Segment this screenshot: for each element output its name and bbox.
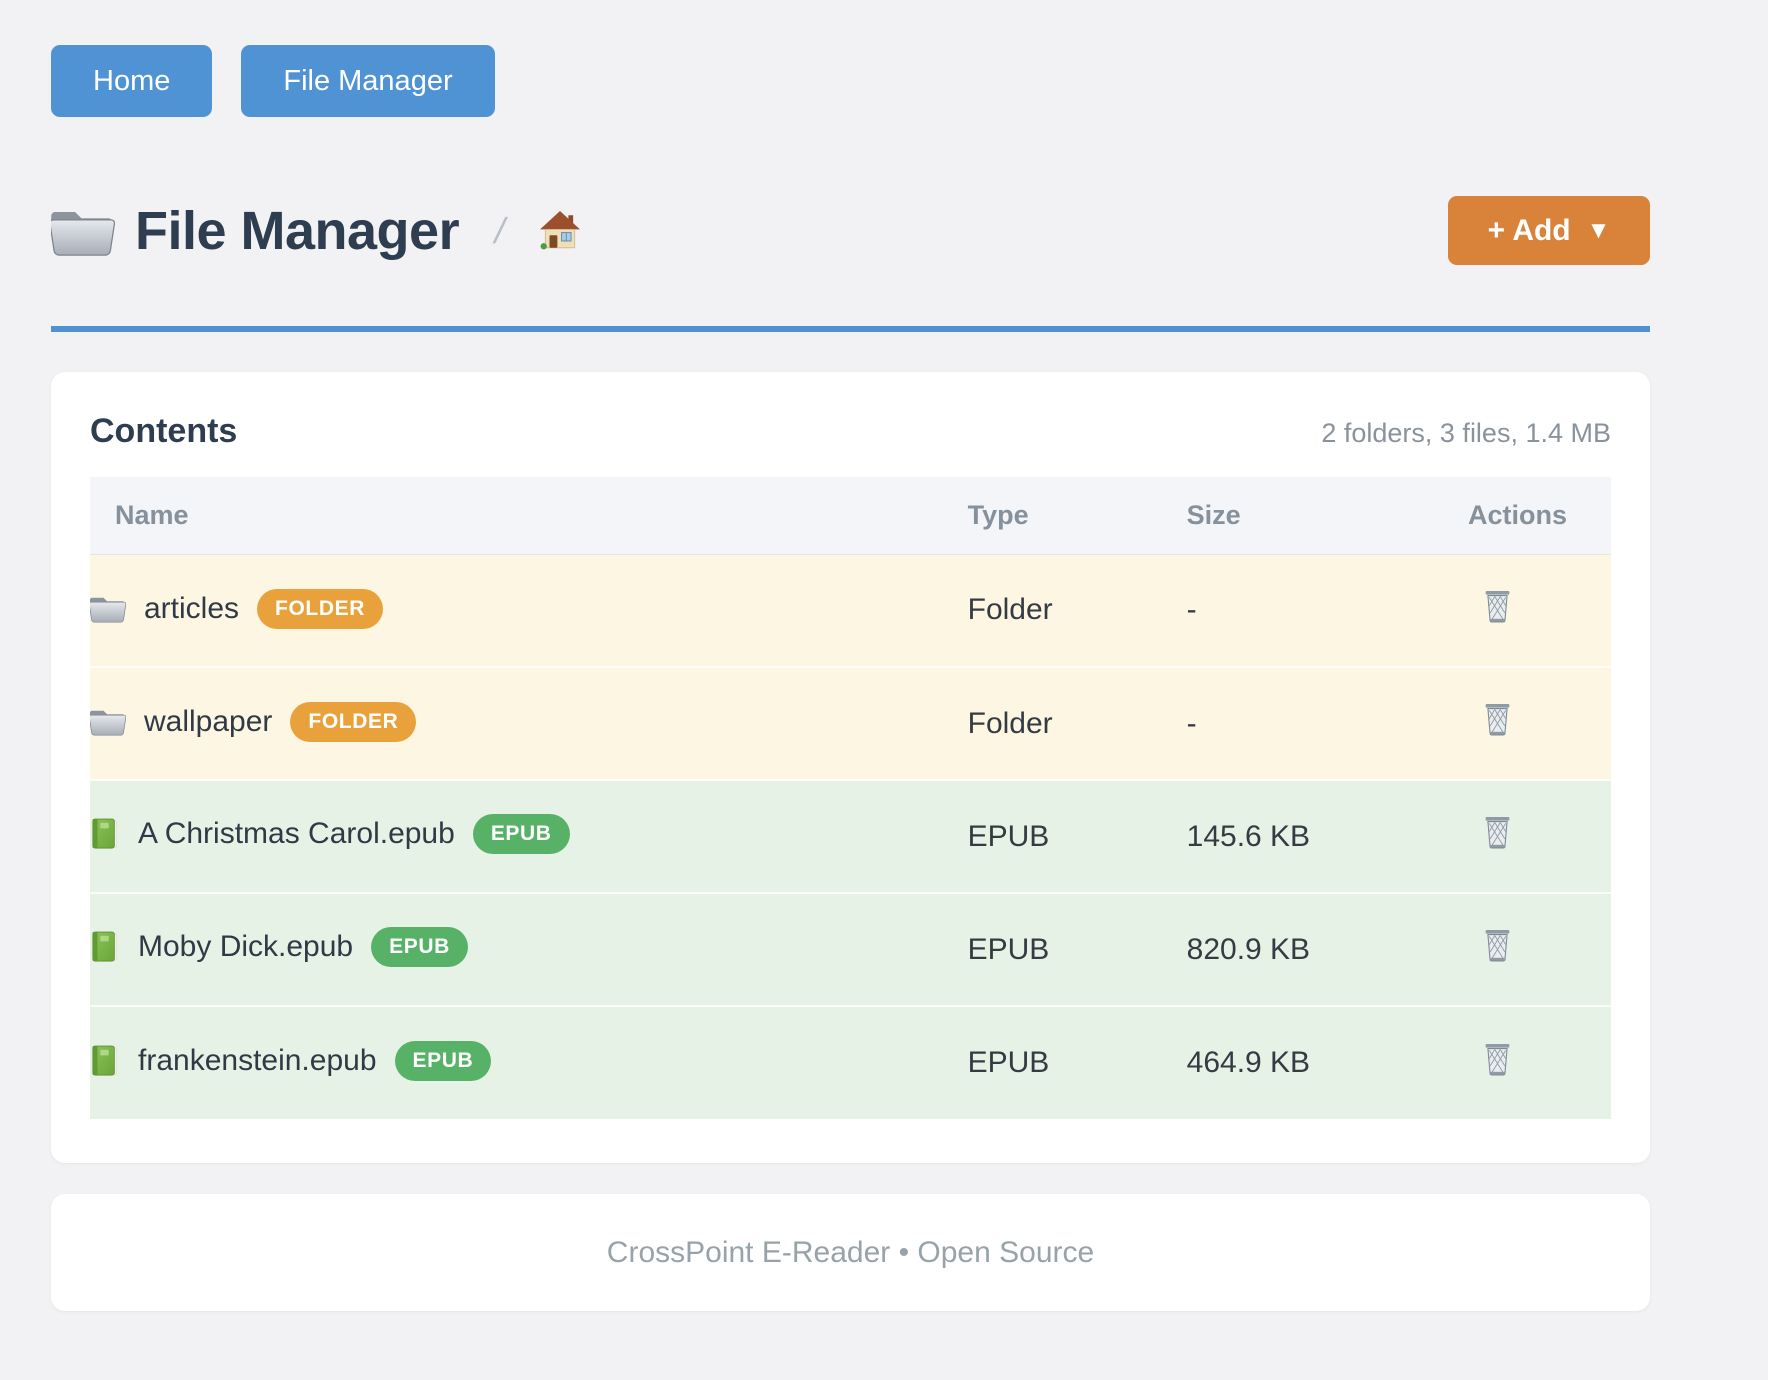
- home-icon: [539, 210, 581, 252]
- file-type-badge: EPUB: [473, 814, 570, 854]
- file-name: wallpaper: [144, 705, 272, 739]
- contents-card: Contents 2 folders, 3 files, 1.4 MB Name…: [51, 372, 1650, 1163]
- folder-icon: [90, 593, 126, 624]
- trash-icon: [1482, 1041, 1513, 1078]
- delete-button[interactable]: [1482, 814, 1513, 851]
- page-title-text: File Manager: [135, 200, 459, 262]
- trash-icon: [1482, 588, 1513, 625]
- file-type: EPUB: [968, 780, 1187, 893]
- footer-text: CrossPoint E-Reader • Open Source: [607, 1236, 1094, 1270]
- table-header-row: Name Type Size Actions: [90, 477, 1611, 554]
- folder-icon: [90, 706, 126, 737]
- file-link[interactable]: A Christmas Carol.epub EPUB: [90, 814, 570, 854]
- contents-table-body: articles FOLDER Folder - wallpaper: [90, 554, 1611, 1119]
- breadcrumb-home-link[interactable]: [539, 210, 581, 252]
- file-type-badge: EPUB: [395, 1041, 492, 1081]
- trash-icon: [1482, 927, 1513, 964]
- file-size: 145.6 KB: [1187, 780, 1468, 893]
- file-type-badge: FOLDER: [257, 589, 383, 629]
- home-button[interactable]: Home: [51, 45, 212, 117]
- file-size: -: [1187, 667, 1468, 780]
- table-row: articles FOLDER Folder -: [90, 554, 1611, 667]
- file-table: Name Type Size Actions articles FOLDER F…: [90, 477, 1611, 1119]
- file-type-badge: FOLDER: [290, 702, 416, 742]
- file-type: EPUB: [968, 893, 1187, 1006]
- table-row: wallpaper FOLDER Folder -: [90, 667, 1611, 780]
- file-name: A Christmas Carol.epub: [138, 817, 455, 851]
- folder-icon: [51, 204, 115, 258]
- file-size: 464.9 KB: [1187, 1006, 1468, 1119]
- file-type-badge: EPUB: [371, 927, 468, 967]
- file-type: EPUB: [968, 1006, 1187, 1119]
- table-row: frankenstein.epub EPUB EPUB 464.9 KB: [90, 1006, 1611, 1119]
- header-divider: [51, 326, 1650, 332]
- book-icon: [90, 817, 120, 851]
- file-name: Moby Dick.epub: [138, 930, 353, 964]
- delete-button[interactable]: [1482, 1041, 1513, 1078]
- contents-title: Contents: [90, 412, 237, 451]
- contents-card-header: Contents 2 folders, 3 files, 1.4 MB: [90, 412, 1611, 451]
- book-icon: [90, 1044, 120, 1078]
- file-name: frankenstein.epub: [138, 1044, 377, 1078]
- add-button-label: + Add: [1488, 214, 1571, 248]
- footer-card: CrossPoint E-Reader • Open Source: [51, 1194, 1650, 1311]
- trash-icon: [1482, 701, 1513, 738]
- page-title: File Manager /: [51, 200, 581, 262]
- file-link[interactable]: articles FOLDER: [90, 589, 383, 629]
- book-icon: [90, 930, 120, 964]
- file-link[interactable]: frankenstein.epub EPUB: [90, 1041, 491, 1081]
- file-type: Folder: [968, 667, 1187, 780]
- column-header-actions: Actions: [1468, 477, 1611, 554]
- top-nav: Home File Manager: [51, 45, 495, 117]
- column-header-type: Type: [968, 477, 1187, 554]
- column-header-size: Size: [1187, 477, 1468, 554]
- trash-icon: [1482, 814, 1513, 851]
- contents-summary: 2 folders, 3 files, 1.4 MB: [1321, 418, 1611, 449]
- table-row: A Christmas Carol.epub EPUB EPUB 145.6 K…: [90, 780, 1611, 893]
- delete-button[interactable]: [1482, 588, 1513, 625]
- table-row: Moby Dick.epub EPUB EPUB 820.9 KB: [90, 893, 1611, 1006]
- file-type: Folder: [968, 554, 1187, 667]
- column-header-name: Name: [90, 477, 968, 554]
- file-link[interactable]: Moby Dick.epub EPUB: [90, 927, 468, 967]
- file-link[interactable]: wallpaper FOLDER: [90, 702, 416, 742]
- caret-down-icon: ▼: [1587, 219, 1611, 243]
- file-manager-button[interactable]: File Manager: [241, 45, 494, 117]
- file-size: 820.9 KB: [1187, 893, 1468, 1006]
- file-size: -: [1187, 554, 1468, 667]
- breadcrumb-separator: /: [491, 210, 510, 252]
- page-header: File Manager / + Add ▼: [51, 196, 1650, 265]
- file-name: articles: [144, 592, 239, 626]
- add-button[interactable]: + Add ▼: [1448, 196, 1650, 265]
- delete-button[interactable]: [1482, 927, 1513, 964]
- delete-button[interactable]: [1482, 701, 1513, 738]
